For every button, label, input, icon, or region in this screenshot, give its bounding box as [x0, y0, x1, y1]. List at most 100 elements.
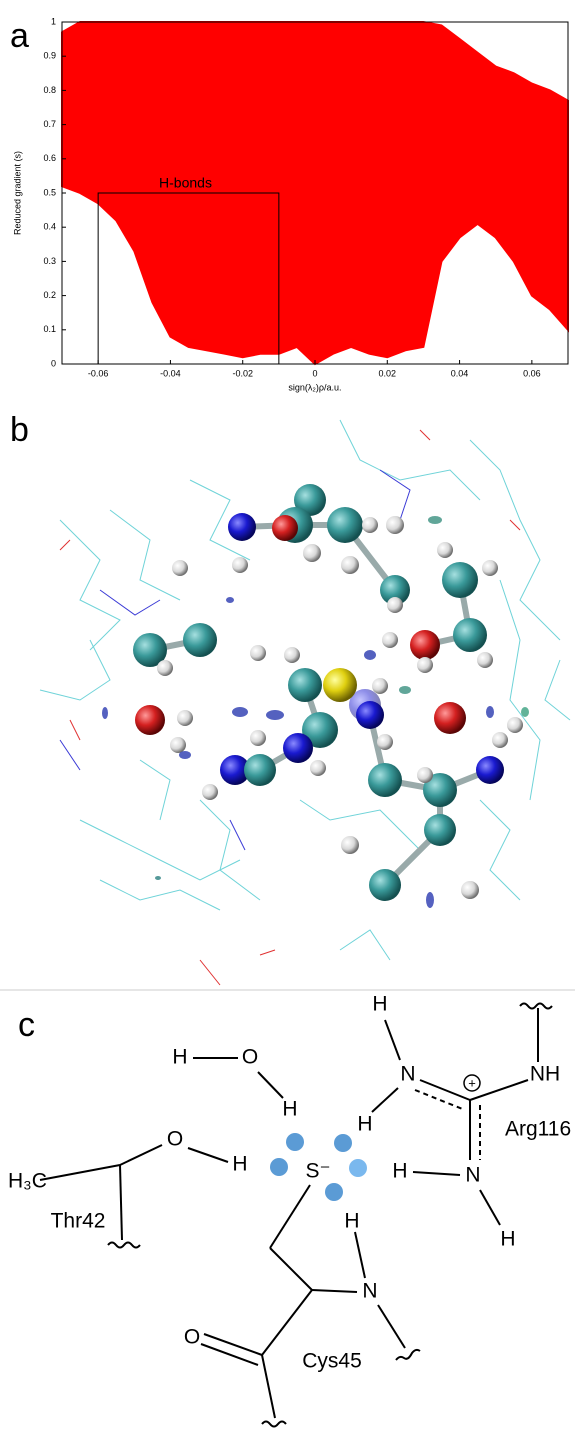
bond [262, 1290, 312, 1355]
bond [270, 1185, 310, 1248]
atom [157, 660, 173, 676]
bond [378, 1305, 405, 1348]
atom [382, 632, 398, 648]
atom [228, 513, 256, 541]
wire [100, 590, 160, 615]
atom [232, 557, 248, 573]
atom [492, 732, 508, 748]
dot [286, 1133, 304, 1151]
atom [362, 517, 378, 533]
wire [300, 800, 420, 850]
atom-label: H [372, 993, 387, 1016]
residue-label: Thr42 [51, 1210, 106, 1233]
atom [461, 881, 479, 899]
atom-label: O [242, 1046, 258, 1069]
atom [507, 717, 523, 733]
wire [60, 520, 120, 650]
atom [183, 623, 217, 657]
y-tick-label: 0.1 [43, 324, 56, 334]
molecule-render [40, 420, 570, 985]
dot [325, 1183, 343, 1201]
isosurface [232, 707, 248, 717]
isosurface [102, 707, 108, 719]
isosurface [179, 751, 191, 759]
atom [303, 544, 321, 562]
atom-label: H [392, 1160, 407, 1183]
x-tick-label: 0 [312, 368, 317, 378]
bond [520, 1004, 552, 1009]
y-tick-label: 0.7 [43, 119, 56, 129]
wire [230, 820, 245, 850]
atom [476, 756, 504, 784]
atom [288, 668, 322, 702]
dot [334, 1134, 352, 1152]
wire [110, 510, 180, 600]
atom [244, 754, 276, 786]
bond [262, 1422, 286, 1427]
bond [420, 1080, 470, 1100]
atom [284, 647, 300, 663]
atom [372, 678, 388, 694]
wire [200, 800, 260, 900]
wire [500, 580, 540, 800]
atom [369, 869, 401, 901]
atom [177, 710, 193, 726]
x-tick-label: -0.02 [232, 368, 253, 378]
wire [545, 660, 570, 720]
atom-label: H [282, 1098, 297, 1121]
y-tick-label: 0.9 [43, 51, 56, 61]
bond [108, 1243, 140, 1248]
x-tick-label: -0.04 [160, 368, 181, 378]
atom [202, 784, 218, 800]
residue-label: Cys45 [302, 1350, 362, 1373]
y-tick-label: 0.3 [43, 256, 56, 266]
bond [355, 1232, 365, 1278]
dot [270, 1158, 288, 1176]
bonds [40, 1004, 552, 1427]
y-tick-label: 0.6 [43, 153, 56, 163]
isosurface [226, 597, 234, 603]
atom [135, 705, 165, 735]
wire [60, 740, 80, 770]
bond [480, 1190, 500, 1225]
isosurface [486, 706, 494, 718]
panel-label: b [10, 411, 29, 449]
atom-label: N [400, 1063, 415, 1086]
atom [272, 515, 298, 541]
atom [250, 645, 266, 661]
y-tick-label: 0.8 [43, 85, 56, 95]
figure: a b c 00.10.20.30.40.50.60.70.80.91-0.06… [0, 0, 575, 1431]
atom-label: NH [530, 1063, 560, 1086]
atom-label: N [362, 1280, 377, 1303]
wire [80, 820, 240, 880]
isosurface [426, 892, 434, 908]
bond [270, 1248, 312, 1290]
atom [477, 652, 493, 668]
bond [188, 1148, 228, 1162]
atom [482, 560, 498, 576]
bond [385, 1020, 400, 1060]
isosurface [521, 707, 529, 717]
bond [312, 1290, 357, 1292]
y-tick-label: 0 [51, 358, 56, 368]
chemical-diagram: H O H H N + NH H Arg116 H N H H₃C O H Th… [8, 993, 571, 1427]
panel-label: a [10, 17, 29, 55]
atom [356, 701, 384, 729]
scatter-chart: 00.10.20.30.40.50.60.70.80.91-0.06-0.04-… [12, 16, 568, 392]
y-axis-label: Reduced gradient (s) [12, 151, 22, 235]
atom [341, 556, 359, 574]
bond [40, 1165, 120, 1180]
y-tick-label: 0.4 [43, 222, 56, 232]
panel-label: c [18, 1006, 35, 1044]
wire [70, 720, 80, 740]
dot [349, 1159, 367, 1177]
bond [415, 1090, 465, 1110]
page: {"panel_labels": ["a", "b", "c"], "chart… [0, 0, 575, 1431]
atoms [133, 484, 523, 901]
atom [323, 668, 357, 702]
atom [437, 542, 453, 558]
x-tick-label: 0.06 [523, 368, 541, 378]
y-tick-label: 1 [51, 16, 56, 26]
x-tick-label: 0.02 [379, 368, 397, 378]
bond [258, 1072, 283, 1098]
